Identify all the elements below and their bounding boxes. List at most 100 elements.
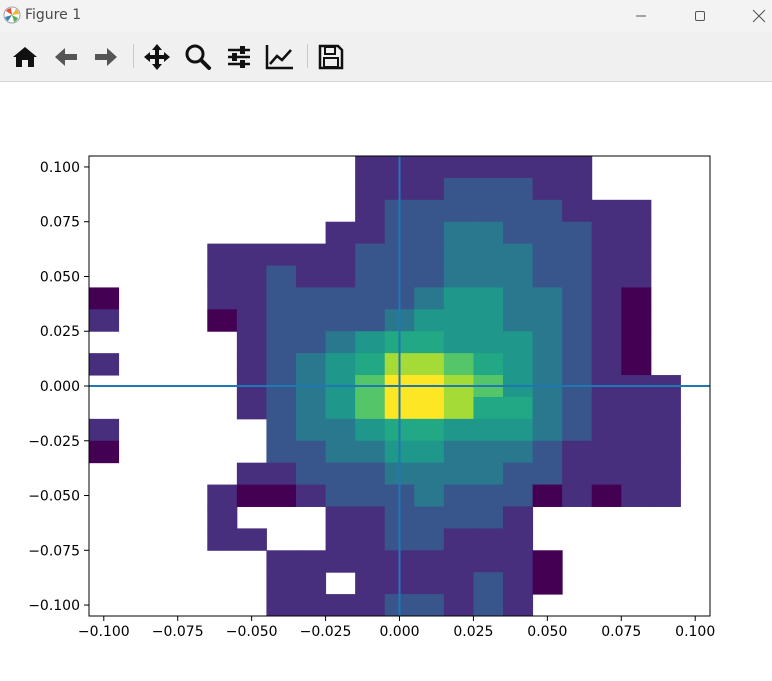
heatmap-cell — [473, 440, 504, 464]
heatmap-cell — [296, 287, 327, 310]
heatmap-cell — [532, 396, 563, 420]
heatmap-cell — [532, 353, 563, 376]
heatmap-cell — [473, 199, 504, 223]
heatmap-cell — [355, 528, 386, 551]
heatmap-cell — [562, 243, 593, 267]
heatmap-cell — [414, 572, 445, 595]
heatmap-cell — [414, 506, 445, 529]
heatmap-cell — [562, 484, 593, 507]
heatmap-cell — [650, 418, 681, 442]
heatmap-cell — [503, 506, 534, 529]
heatmap-cell — [355, 572, 386, 595]
heatmap-cell — [207, 287, 238, 310]
heatmap-cell — [296, 462, 327, 486]
heatmap-cell — [591, 331, 622, 354]
heatmap-cell — [621, 331, 652, 354]
heatmap-cell — [325, 221, 356, 245]
heatmap-cell — [414, 243, 445, 267]
navigation-toolbar — [0, 32, 772, 82]
forward-button[interactable] — [91, 42, 121, 72]
heatmap-cell — [621, 309, 652, 332]
heatmap-cell — [266, 309, 297, 332]
heatmap-cell — [355, 156, 386, 179]
heatmap-cell — [266, 484, 297, 507]
heatmap-cell — [296, 243, 327, 267]
heatmap-cells — [89, 156, 681, 617]
y-tick-label: −0.025 — [28, 434, 80, 450]
heatmap-cell — [355, 265, 386, 288]
heatmap-cell — [473, 309, 504, 332]
heatmap-cell — [562, 221, 593, 245]
heatmap-cell — [443, 309, 474, 332]
heatmap-cell — [414, 331, 445, 354]
heatmap-cell — [473, 353, 504, 376]
save-button[interactable] — [316, 42, 346, 72]
heatmap-cell — [414, 221, 445, 245]
x-tick-label: 0.000 — [379, 624, 419, 640]
pan-button[interactable] — [142, 42, 172, 72]
heatmap-cell — [532, 550, 563, 573]
heatmap-cell — [355, 594, 386, 617]
heatmap-cell — [503, 309, 534, 332]
heatmap-cell — [414, 484, 445, 507]
y-tick-label: 0.075 — [40, 215, 80, 231]
home-button[interactable] — [10, 42, 40, 72]
heatmap-cell — [266, 418, 297, 442]
heatmap-cell — [325, 287, 356, 310]
heatmap-cell — [591, 199, 622, 223]
toolbar-separator — [307, 44, 308, 68]
heatmap-cell — [503, 440, 534, 464]
back-button[interactable] — [51, 42, 81, 72]
x-tick-label: −0.075 — [152, 624, 204, 640]
maximize-icon — [695, 11, 705, 21]
heatmap-cell — [473, 594, 504, 617]
heatmap-cell — [562, 199, 593, 223]
heatmap-cell — [443, 484, 474, 507]
heatmap-cell — [443, 199, 474, 223]
heatmap-cell — [325, 309, 356, 332]
zoom-button[interactable] — [183, 42, 213, 72]
heatmap-cell — [562, 287, 593, 310]
magnifier-icon — [185, 44, 211, 70]
heatmap-cell — [621, 265, 652, 288]
heatmap-cell — [503, 484, 534, 507]
heatmap-cell — [296, 265, 327, 288]
heatmap-cell — [266, 265, 297, 288]
figure-canvas: −0.100 −0.075 −0.050 −0.025 0.000 0.025 0.050 0… — [0, 82, 772, 677]
x-tick-label: −0.100 — [78, 624, 130, 640]
heatmap-cell — [532, 265, 563, 288]
heatmap-cell — [503, 199, 534, 223]
x-tick-label: 0.100 — [675, 624, 715, 640]
heatmap-cell — [355, 243, 386, 267]
heatmap-cell — [562, 396, 593, 420]
heatmap-cell — [296, 331, 327, 354]
heatmap-cell — [562, 331, 593, 354]
heatmap-cell — [443, 594, 474, 617]
heatmap-cell — [266, 572, 297, 595]
heatmap-cell — [532, 221, 563, 245]
heatmap-cell — [266, 440, 297, 464]
heatmap-cell — [355, 506, 386, 529]
close-button[interactable] — [736, 0, 772, 32]
y-tick-label: −0.050 — [28, 489, 80, 505]
maximize-button[interactable] — [677, 0, 723, 32]
heatmap-cell — [473, 221, 504, 245]
heatmap-cell — [562, 353, 593, 376]
arrow-right-icon — [95, 48, 117, 66]
minimize-button[interactable] — [618, 0, 664, 32]
heatmap-cell — [650, 396, 681, 420]
heatmap-cell — [236, 462, 267, 486]
heatmap-cell — [296, 484, 327, 507]
heatmap-cell — [562, 462, 593, 486]
heatmap-cell — [355, 221, 386, 245]
heatmap-cell — [355, 331, 386, 354]
heatmap-cell — [355, 309, 386, 332]
subplots-button[interactable] — [224, 42, 254, 72]
heatmap-cell — [591, 353, 622, 376]
customize-button[interactable] — [265, 42, 295, 72]
heatmap-cell — [443, 550, 474, 573]
heatmap-cell — [562, 440, 593, 464]
heatmap-cell — [414, 594, 445, 617]
heatmap-cell — [562, 265, 593, 288]
heatmap-cell — [503, 396, 534, 420]
